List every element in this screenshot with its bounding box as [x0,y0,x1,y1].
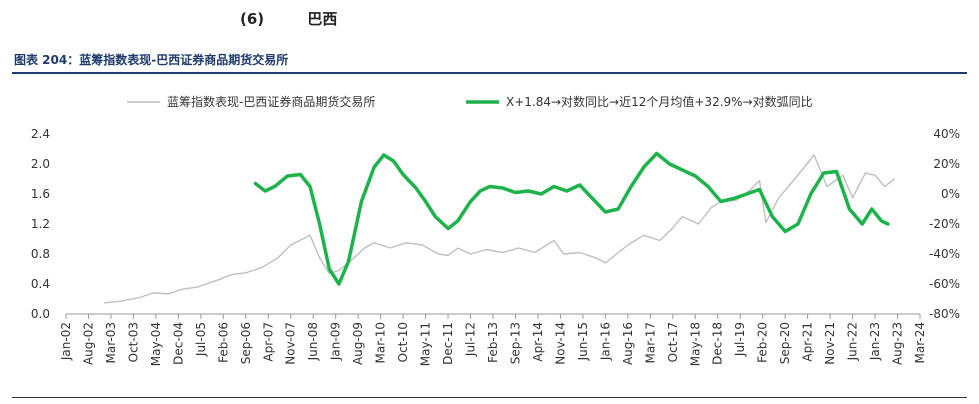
series-group [103,151,895,304]
x-tick-label: Aug-23 [891,322,905,365]
x-tick-label: Oct-10 [396,322,410,362]
x-tick-label: Sep-20 [778,322,792,364]
left-tick-label: 2.4 [31,127,50,141]
right-axis: -80% -60% -40% -20% 0% 20% 40% [929,127,960,321]
x-tick-label: Jan-09 [329,322,343,361]
x-tick-label: Jun-22 [846,322,860,361]
left-tick-label: 0.4 [31,277,50,291]
x-tick-label: Feb-20 [756,322,770,363]
x-tick-label: Oct-17 [666,322,680,362]
x-tick-label: Jun-15 [576,322,590,361]
x-tick-label: Jun-08 [306,322,320,361]
x-tick-label: Aug-02 [81,322,95,365]
x-tick-label: Feb-06 [216,322,230,363]
legend: 蓝筹指数表现-巴西证券商品期货交易所 X+1.84→对数同比→近12个月均值+32… [127,94,813,109]
x-tick-label: Oct-03 [126,322,140,362]
index-series-line [103,154,895,304]
x-tick-label: Jan-16 [598,322,612,361]
right-tick-label: -80% [929,307,960,321]
section-heading: (6) 巴西 [240,8,337,29]
x-tick-label: Jan-02 [59,322,73,361]
x-tick-label: Nov-21 [823,322,837,365]
x-tick-label: Nov-07 [284,322,298,365]
section-title: 巴西 [307,10,338,28]
x-tick-label: Mar-17 [643,322,657,363]
x-tick-label: Apr-07 [261,322,275,362]
left-tick-label: 2.0 [31,157,50,171]
bottom-rule [12,397,967,398]
x-tick-label: Sep-13 [508,322,522,364]
x-tick-label: May-04 [149,322,163,366]
left-axis: 0.0 0.4 0.8 1.2 1.6 2.0 2.4 [31,127,50,321]
x-tick-label: Jul-19 [733,322,747,357]
right-tick-label: 20% [933,157,960,171]
left-tick-label: 1.2 [31,217,50,231]
x-tick-label: Feb-13 [486,322,500,363]
x-tick-label: Apr-21 [801,322,815,362]
x-tick-label: Dec-04 [171,322,185,365]
growth-series-line [253,151,890,286]
x-tick-label: Mar-03 [104,322,118,363]
x-tick-label: Jul-12 [464,322,478,357]
right-tick-label: -40% [929,247,960,261]
x-tick-label: Mar-10 [374,322,388,363]
x-tick-label: May-18 [688,322,702,366]
right-tick-label: -20% [929,217,960,231]
x-tick-label: Jul-05 [194,322,208,357]
x-tick-label: Mar-24 [913,322,927,363]
x-tick-label: Dec-11 [441,322,455,365]
x-tick-label: May-11 [419,322,433,366]
x-tick-label: Nov-14 [553,322,567,365]
right-tick-label: 40% [933,127,960,141]
x-axis: Jan-02 Aug-02 Mar-03 Oct-03 May-04 Dec-04 Jul-… [59,313,927,366]
x-tick-label: Jan-23 [868,322,882,361]
figure-title-rule [12,72,967,74]
left-tick-label: 0.0 [31,307,50,321]
right-tick-label: -60% [929,277,960,291]
x-tick-label: Aug-09 [351,322,365,365]
left-tick-label: 1.6 [31,187,50,201]
left-tick-label: 0.8 [31,247,50,261]
x-tick-label: Sep-06 [239,322,253,364]
section-number: (6) [240,10,265,28]
x-tick-label: Aug-16 [621,322,635,365]
legend-label: 蓝筹指数表现-巴西证券商品期货交易所 [167,94,375,109]
x-tick-label: Apr-14 [531,322,545,362]
figure-title: 图表 204：蓝筹指数表现-巴西证券商品期货交易所 [14,53,289,67]
x-tick-label: Dec-18 [711,322,725,365]
legend-label: X+1.84→对数同比→近12个月均值+32.9%→对数弧同比 [506,94,813,109]
right-tick-label: 0% [941,187,960,201]
